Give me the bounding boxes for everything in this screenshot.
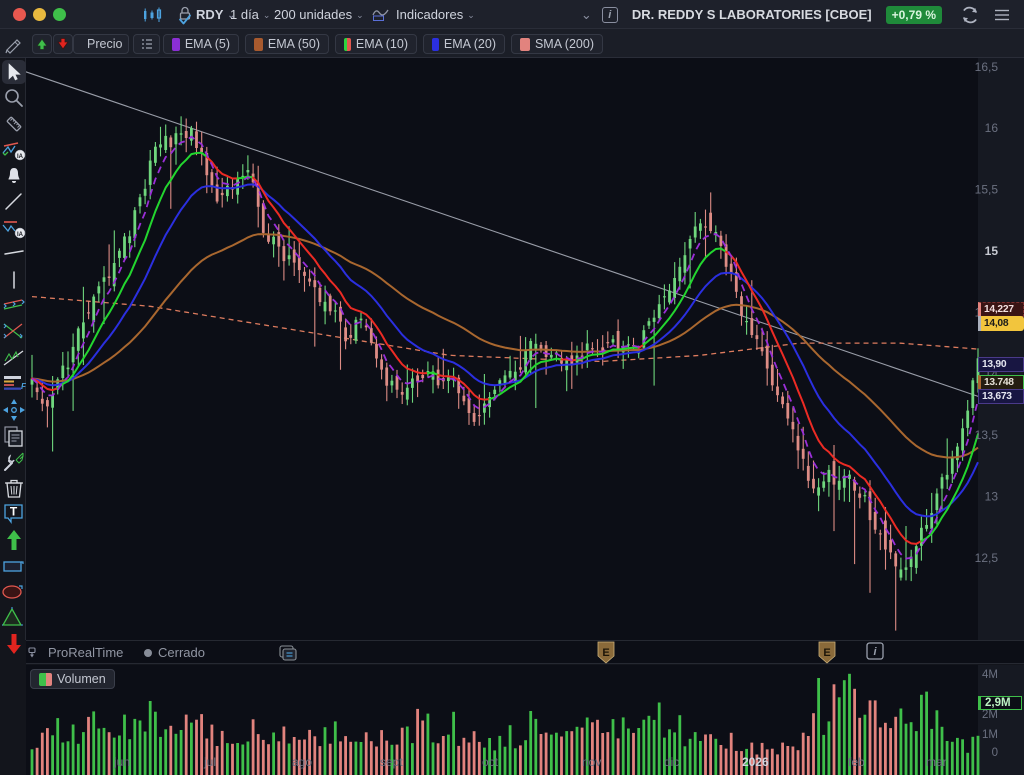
svg-text:E: E: [602, 647, 609, 659]
svg-text:IA: IA: [17, 232, 24, 238]
svg-text:i: i: [873, 646, 877, 658]
svg-text:Cerrado: Cerrado: [158, 645, 205, 660]
svg-text:E: E: [823, 647, 830, 659]
svg-text:T: T: [10, 505, 18, 519]
svg-text:ProRealTime: ProRealTime: [48, 645, 123, 660]
svg-text:IA: IA: [17, 154, 24, 160]
